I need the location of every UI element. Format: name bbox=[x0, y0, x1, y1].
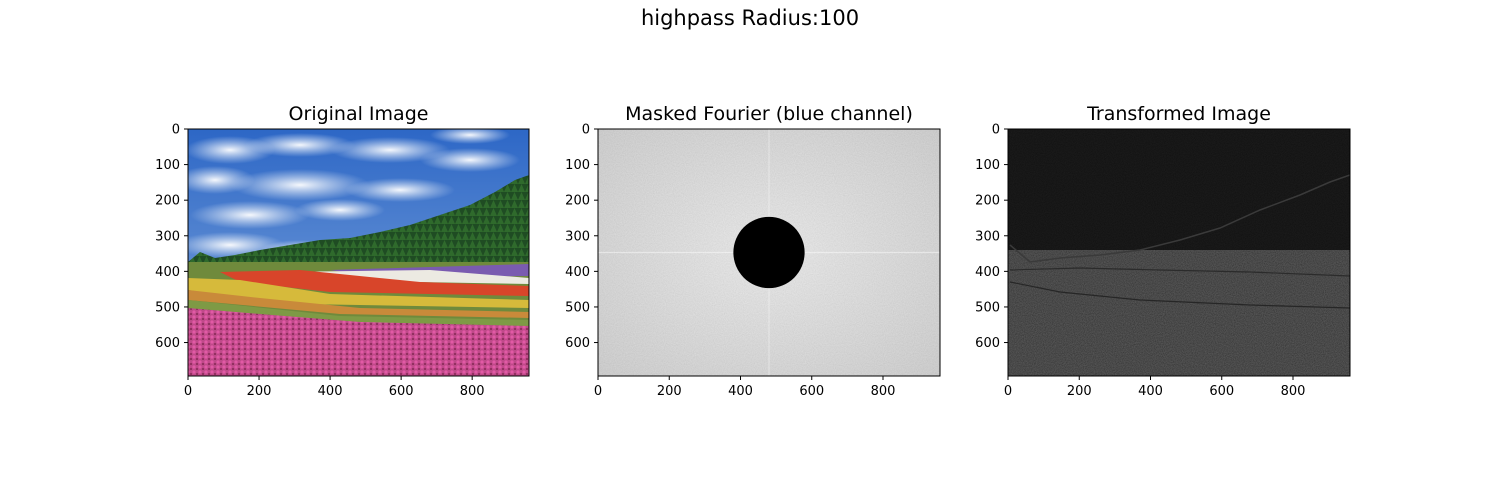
original-image-photo bbox=[188, 129, 529, 376]
pink-field bbox=[188, 308, 529, 376]
fourier-frame bbox=[597, 128, 941, 377]
cloud-layer bbox=[188, 129, 520, 260]
transformed-image-y-tick-label: 600 bbox=[975, 336, 1000, 351]
transformed-image-x-tick-label: 400 bbox=[1138, 384, 1163, 399]
transformed-image-y-tick-label: 200 bbox=[975, 194, 1000, 209]
original-image-frame bbox=[187, 128, 530, 377]
mask-disk bbox=[733, 216, 805, 289]
field-edge bbox=[1009, 281, 1350, 309]
transformed-image-x-tick-label: 800 bbox=[1281, 384, 1306, 399]
fourier-x-tick-label: 0 bbox=[594, 384, 602, 399]
fourier-y-tick-label: 0 bbox=[582, 123, 590, 138]
tree-line bbox=[188, 175, 529, 285]
transformed-image-x-tick-label: 0 bbox=[1004, 384, 1012, 399]
orange-row bbox=[188, 290, 529, 318]
fourier-y-tick-label: 500 bbox=[565, 300, 590, 315]
transformed-image-y-tick-label: 100 bbox=[975, 158, 1000, 173]
original-image-x-tick-label: 800 bbox=[460, 384, 485, 399]
fourier-y-tick-label: 300 bbox=[565, 229, 590, 244]
fourier-x-tick-label: 800 bbox=[871, 384, 896, 399]
original-image-title: Original Image bbox=[289, 103, 429, 125]
transformed-image-x-ticks: 0 200 400 600 800 bbox=[1004, 376, 1306, 399]
fourier-y-ticks: 0 100 200 300 400 500 600 bbox=[565, 123, 598, 351]
transformed-image-y-tick-label: 400 bbox=[975, 265, 1000, 280]
fourier-y-tick-label: 400 bbox=[565, 265, 590, 280]
original-image-y-tick-label: 0 bbox=[172, 123, 180, 138]
transformed-image-y-tick-label: 0 bbox=[992, 123, 1000, 138]
transformed-image-y-tick-label: 500 bbox=[975, 300, 1000, 315]
original-image-y-tick-label: 200 bbox=[155, 194, 180, 209]
original-image-y-tick-label: 500 bbox=[155, 300, 180, 315]
fourier-y-tick-label: 100 bbox=[565, 158, 590, 173]
original-image-x-tick-label: 200 bbox=[247, 384, 272, 399]
green-row bbox=[188, 300, 529, 326]
fourier-x-tick-label: 600 bbox=[799, 384, 824, 399]
original-image-y-ticks: 0 100 200 300 400 500 600 bbox=[155, 123, 188, 351]
fourier-x-tick-label: 400 bbox=[728, 384, 753, 399]
fourier-spectrum bbox=[598, 129, 940, 376]
transformed-image-frame bbox=[1007, 128, 1351, 377]
original-image-x-ticks: 0 200 400 600 800 bbox=[184, 376, 485, 399]
transformed-image-y-ticks: 0 100 200 300 400 500 600 bbox=[975, 123, 1008, 351]
original-image-y-tick-label: 400 bbox=[155, 265, 180, 280]
transformed-image-x-tick-label: 200 bbox=[1067, 384, 1092, 399]
fourier-x-ticks: 0 200 400 600 800 bbox=[594, 376, 896, 399]
figure-suptitle: highpass Radius:100 bbox=[641, 6, 859, 30]
transformed-image bbox=[1008, 129, 1350, 376]
transformed-image-x-tick-label: 600 bbox=[1209, 384, 1234, 399]
original-image-x-tick-label: 0 bbox=[184, 384, 192, 399]
red-row bbox=[220, 270, 529, 296]
fourier-y-tick-label: 600 bbox=[565, 336, 590, 351]
fourier-title: Masked Fourier (blue channel) bbox=[625, 103, 913, 125]
row-edge bbox=[1009, 267, 1350, 277]
tree-edge bbox=[1009, 174, 1350, 263]
fourier-x-tick-label: 200 bbox=[657, 384, 682, 399]
original-image-y-tick-label: 100 bbox=[155, 158, 180, 173]
original-image-x-tick-label: 600 bbox=[389, 384, 414, 399]
transformed-image-axes: Transformed Image 0 200 400 600 800 0 100 200 3… bbox=[975, 103, 1351, 399]
transformed-image-title: Transformed Image bbox=[1086, 103, 1271, 125]
original-image-x-tick-label: 400 bbox=[318, 384, 343, 399]
fourier-axes: Masked Fourier (blue channel) 0 200 400 600… bbox=[565, 103, 941, 399]
fourier-y-tick-label: 200 bbox=[565, 194, 590, 209]
transformed-image-y-tick-label: 300 bbox=[975, 229, 1000, 244]
original-image-axes: Original Image bbox=[155, 103, 530, 399]
original-image-y-tick-label: 300 bbox=[155, 229, 180, 244]
original-image-y-tick-label: 600 bbox=[155, 336, 180, 351]
